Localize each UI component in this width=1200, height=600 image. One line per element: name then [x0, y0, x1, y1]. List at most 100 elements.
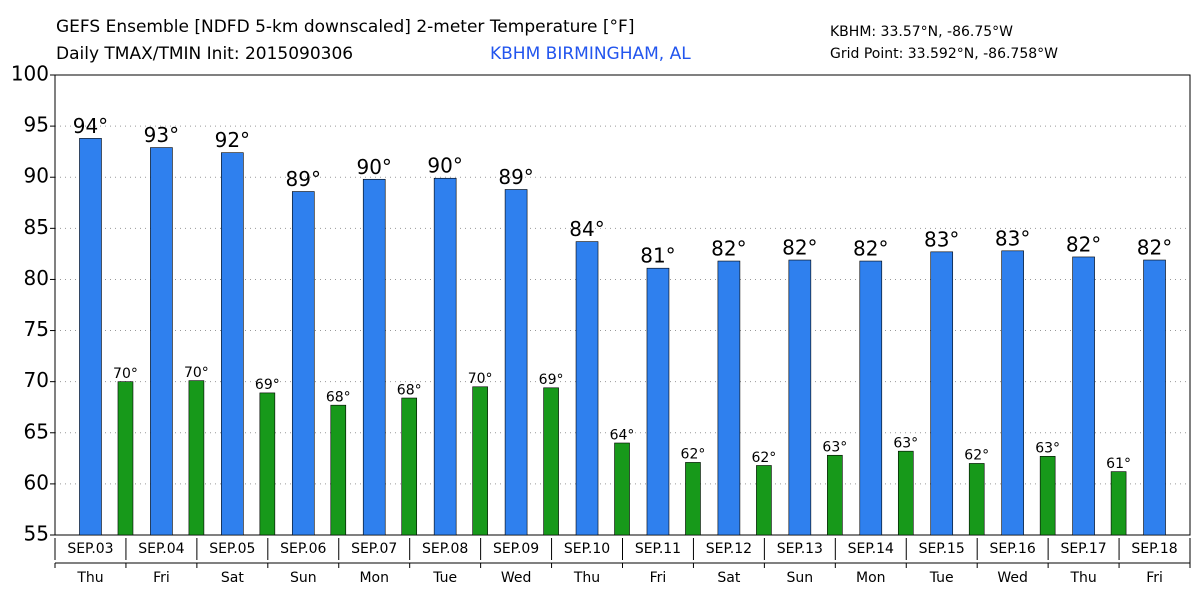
weekday-label: Fri — [153, 570, 170, 586]
bar — [1001, 250, 1024, 536]
y-tick-label: 85 — [24, 215, 49, 239]
data-label: 70° — [184, 365, 209, 381]
data-label: 69° — [539, 372, 564, 388]
data-label: 63° — [822, 440, 847, 456]
data-label: 92° — [215, 128, 250, 152]
data-label: 63° — [893, 435, 918, 451]
weekday-label: Sun — [787, 570, 814, 586]
bar — [646, 267, 670, 536]
bar — [614, 442, 630, 536]
x-tick-label: SEP.05 — [209, 541, 255, 557]
data-label: 68° — [326, 389, 351, 405]
bar — [897, 450, 914, 536]
weekday-label: Thu — [1069, 570, 1096, 586]
data-label: 62° — [751, 450, 776, 466]
bar — [330, 404, 347, 536]
bar — [827, 454, 843, 536]
x-tick-label: SEP.11 — [635, 541, 681, 557]
data-label: 89° — [286, 167, 321, 191]
bar — [401, 397, 418, 536]
station-coords: KBHM: 33.57°N, -86.75°W — [830, 24, 1013, 40]
bar — [930, 251, 954, 536]
bar — [291, 191, 315, 536]
bar — [543, 387, 559, 536]
data-label: 82° — [1137, 236, 1172, 260]
bar — [472, 386, 488, 536]
data-label: 81° — [640, 244, 675, 268]
bar — [717, 260, 741, 536]
bar — [188, 380, 205, 536]
data-label: 93° — [144, 123, 179, 147]
bar — [221, 152, 244, 536]
weekday-label: Thu — [573, 570, 600, 586]
data-label: 63° — [1035, 441, 1060, 457]
x-tick-label: SEP.10 — [564, 541, 610, 557]
bar — [1039, 455, 1056, 536]
y-tick-label: 90 — [24, 164, 49, 188]
data-label: 69° — [255, 377, 280, 393]
weekday-label: Thu — [76, 570, 103, 586]
data-label: 82° — [1066, 232, 1101, 256]
weekday-label: Fri — [1146, 570, 1163, 586]
data-label: 84° — [569, 217, 604, 241]
y-tick-label: 80 — [24, 266, 49, 290]
y-tick-label: 60 — [24, 470, 49, 494]
data-label: 62° — [964, 448, 989, 464]
grid-point: Grid Point: 33.592°N, -86.758°W — [830, 46, 1058, 62]
x-tick-label: SEP.12 — [706, 541, 752, 557]
weekday-label: Tue — [929, 570, 954, 586]
data-label: 82° — [853, 237, 888, 261]
weekday-label: Sat — [221, 570, 244, 586]
bar — [433, 177, 457, 536]
x-tick-label: SEP.03 — [67, 541, 113, 557]
weekday-label: Sat — [717, 570, 740, 586]
data-label: 64° — [610, 427, 635, 443]
x-tick-label: SEP.14 — [848, 541, 894, 557]
bar — [685, 462, 701, 536]
bar — [788, 259, 812, 536]
bar — [117, 381, 134, 536]
data-label: 90° — [356, 155, 391, 179]
weekday-label: Sun — [290, 570, 317, 586]
bar — [259, 392, 276, 536]
y-tick-label: 55 — [24, 522, 49, 546]
data-label: 82° — [711, 237, 746, 261]
chart-title: GEFS Ensemble [NDFD 5-km downscaled] 2-m… — [56, 17, 634, 37]
x-tick-label: SEP.16 — [990, 541, 1036, 557]
weekday-label: Wed — [997, 570, 1028, 586]
x-tick-label: SEP.18 — [1131, 541, 1177, 557]
x-tick-label: SEP.08 — [422, 541, 468, 557]
y-tick-label: 70 — [24, 368, 49, 392]
bar — [756, 465, 772, 536]
chart-subtitle: Daily TMAX/TMIN Init: 2015090306 — [56, 44, 353, 64]
x-tick-label: SEP.04 — [138, 541, 184, 557]
data-label: 68° — [397, 382, 422, 398]
bar — [575, 241, 599, 536]
bar — [504, 189, 528, 536]
y-tick-label: 100 — [11, 62, 49, 86]
location: KBHM BIRMINGHAM, AL — [490, 44, 691, 64]
y-tick-label: 75 — [24, 317, 49, 341]
bar — [1072, 256, 1095, 536]
data-label: 61° — [1106, 456, 1131, 472]
weekday-label: Tue — [432, 570, 457, 586]
weekday-label: Fri — [650, 570, 667, 586]
bar — [150, 147, 173, 536]
x-tick-label: SEP.13 — [777, 541, 823, 557]
data-label: 83° — [924, 227, 959, 251]
data-label: 89° — [498, 165, 533, 189]
data-label: 62° — [681, 447, 706, 463]
bar — [1143, 259, 1166, 536]
bar — [859, 260, 883, 536]
bar — [362, 178, 386, 536]
x-tick-label: SEP.09 — [493, 541, 539, 557]
data-label: 70° — [468, 371, 493, 387]
weekday-label: Mon — [359, 570, 389, 586]
bar — [79, 138, 102, 536]
y-tick-label: 65 — [24, 419, 49, 443]
weekday-label: Wed — [501, 570, 532, 586]
weekday-label: Mon — [856, 570, 886, 586]
data-label: 82° — [782, 236, 817, 260]
